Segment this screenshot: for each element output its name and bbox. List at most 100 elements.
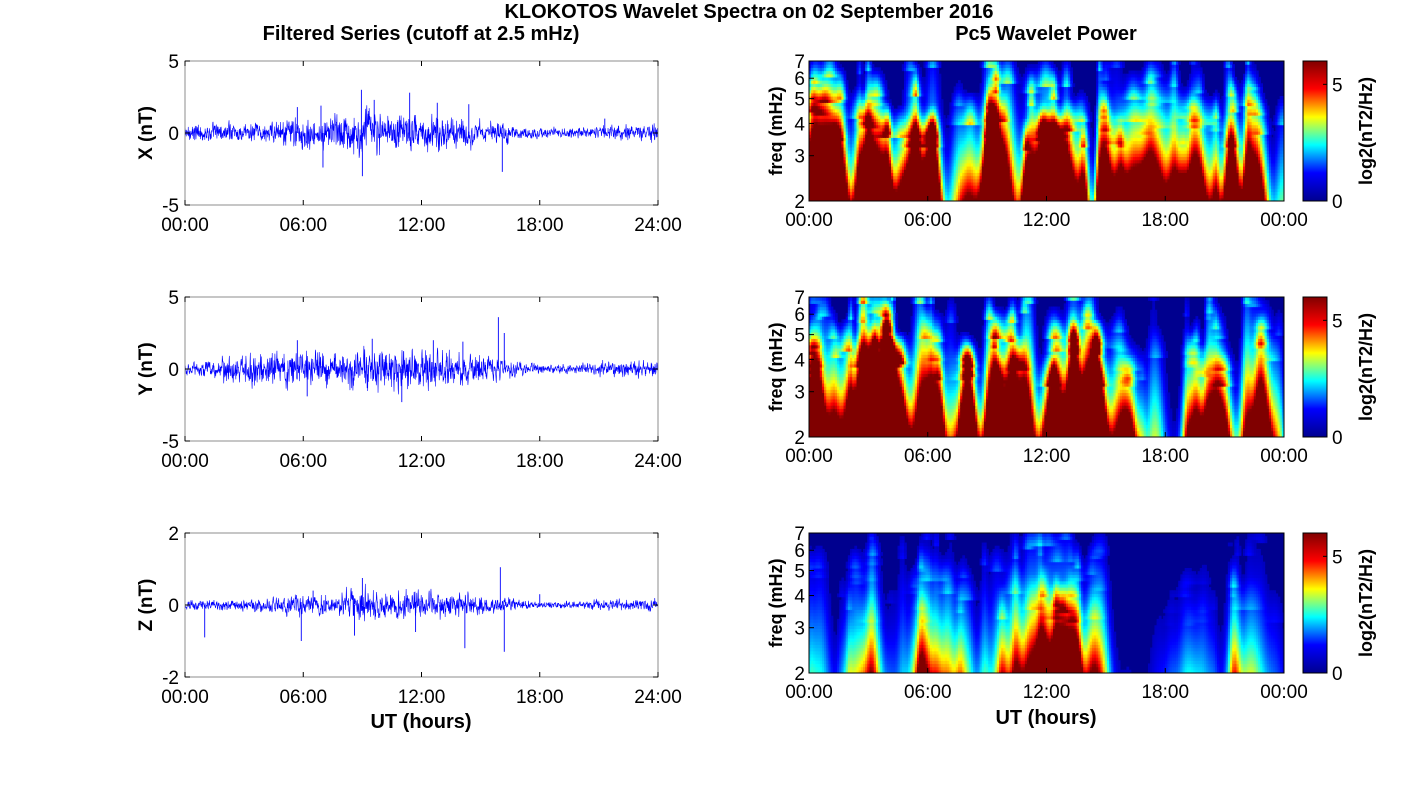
heatmap-cell [875,178,879,183]
heatmap-cell [1065,76,1069,81]
heatmap-cell [839,134,842,138]
heatmap-cell [916,89,920,94]
heatmap-cell [821,115,825,119]
heatmap-cell [1044,166,1048,170]
heatmap-cell [938,150,942,154]
heatmap-cell [1031,124,1035,129]
heatmap-cell [1001,162,1004,167]
heatmap-cell [1020,137,1024,142]
heatmap-cell [843,153,847,158]
heatmap-cell [1061,61,1065,65]
heatmap-cell [942,197,946,201]
heatmap-cell [977,92,981,97]
heatmap-cell [986,137,989,142]
heatmap-cell [817,194,821,199]
heatmap-cell [1046,99,1050,103]
heatmap-cell [936,134,940,138]
heatmap-cell [1042,166,1045,170]
heatmap-cell [865,76,868,81]
heatmap-cell [919,191,922,196]
heatmap-cell [811,140,814,145]
heatmap-cell [1052,105,1056,110]
heatmap-cell [847,96,851,100]
heatmap-cell [979,140,983,145]
heatmap-cell [988,194,991,199]
heatmap-cell [919,127,922,132]
heatmap-cell [990,86,994,91]
heatmap-cell [873,159,877,164]
heatmap-cell [847,137,851,142]
heatmap-cell [910,156,914,161]
heatmap-cell [953,166,957,170]
heatmap-cell [850,115,853,119]
heatmap-cell [880,108,884,113]
heatmap-cell [1035,194,1039,199]
heatmap-cell [1033,150,1037,154]
heatmap-cell [854,197,858,201]
heatmap-cell [921,197,925,201]
heatmap-cell [908,156,912,161]
heatmap-cell [925,124,929,129]
heatmap-cell [1005,105,1009,110]
heatmap-cell [906,118,909,123]
heatmap-cell [906,127,909,132]
heatmap-cell [1011,89,1015,94]
heatmap-cell [845,89,849,94]
heatmap-cell [999,70,1002,75]
heatmap-cell [934,73,937,78]
heatmap-cell [947,134,950,138]
heatmap-cell [927,102,931,107]
heatmap-cell [1027,169,1030,173]
heatmap-cell [1050,64,1054,68]
heatmap-cell [888,169,892,173]
heatmap-cell [845,156,849,161]
heatmap-cell [970,134,974,138]
heatmap-cell [979,92,983,97]
heatmap-cell [1050,166,1054,170]
heatmap-cell [942,185,946,189]
heatmap-cell [988,67,991,72]
heatmap-cell [906,76,909,81]
heatmap-cell [1009,185,1013,189]
heatmap-cell [821,96,825,100]
heatmap-cell [970,191,974,196]
heatmap-cell [964,127,968,132]
heatmap-cell [953,172,957,177]
heatmap-cell [847,169,851,173]
heatmap-cell [878,140,881,145]
heatmap-cell [929,185,933,189]
heatmap-cell [1033,127,1037,132]
heatmap-cell [821,153,825,158]
heatmap-cell [897,121,901,126]
heatmap-cell [919,105,922,110]
heatmap-cell [832,111,836,116]
heatmap-cell [999,146,1002,151]
heatmap-cell [865,64,868,68]
heatmap-cell [962,137,966,142]
heatmap-cell [955,86,959,91]
heatmap-cell [1027,146,1030,151]
heatmap-cell [875,140,879,145]
heatmap-cell [1048,172,1052,177]
heatmap-cell [906,146,909,151]
heatmap-cell [873,191,877,196]
heatmap-cell [1005,162,1009,167]
heatmap-cell [837,70,840,75]
heatmap-cell [904,70,907,75]
heatmap-cell [809,172,812,177]
heatmap-cell [1061,197,1065,201]
heatmap-cell [826,162,830,167]
heatmap-cell [1070,150,1074,154]
heatmap-cell [821,70,825,75]
heatmap-cell [850,111,853,116]
heatmap-cell [888,188,892,193]
heatmap-cell [957,169,961,173]
heatmap-cell [824,143,827,148]
heatmap-cell [1046,169,1050,173]
heatmap-cell [884,111,888,116]
heatmap-cell [875,102,879,107]
heatmap-cell [1061,175,1065,180]
heatmap-cell [910,185,914,189]
heatmap-cell [882,172,886,177]
heatmap-cell [815,64,819,68]
